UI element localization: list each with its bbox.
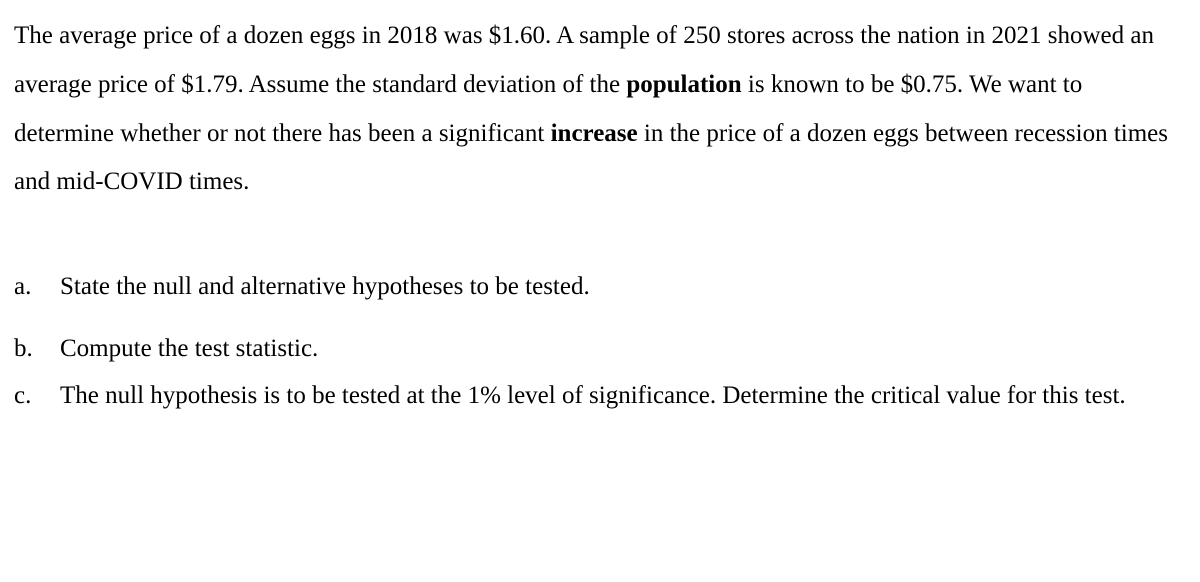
question-c: c. The null hypothesis is to be tested a… — [14, 372, 1186, 420]
question-b-letter: b. — [14, 325, 60, 373]
question-b: b. Compute the test statistic. — [14, 325, 1186, 373]
question-list: a. State the null and alternative hypoth… — [14, 263, 1186, 420]
question-b-text: Compute the test statistic. — [60, 325, 1186, 373]
question-a-text: State the null and alternative hypothese… — [60, 263, 1186, 311]
intro-paragraph: The average price of a dozen eggs in 201… — [14, 12, 1186, 207]
question-a-letter: a. — [14, 263, 60, 311]
question-c-text: The null hypothesis is to be tested at t… — [60, 372, 1186, 420]
intro-bold-increase: increase — [551, 120, 638, 147]
intro-bold-population: population — [626, 71, 741, 98]
question-c-letter: c. — [14, 372, 60, 420]
question-a: a. State the null and alternative hypoth… — [14, 263, 1186, 311]
